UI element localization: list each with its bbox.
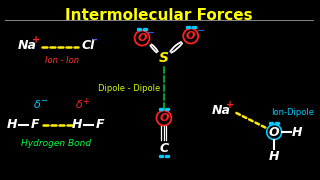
Text: S: S xyxy=(159,51,169,65)
Text: Ion-Dipole: Ion-Dipole xyxy=(272,107,315,116)
Text: H: H xyxy=(269,150,279,163)
Text: O: O xyxy=(137,33,147,43)
Text: Intermolecular Forces: Intermolecular Forces xyxy=(65,8,253,23)
Text: +: + xyxy=(226,100,235,110)
Text: +: + xyxy=(82,96,89,105)
Text: F: F xyxy=(96,118,105,132)
Text: δ: δ xyxy=(34,100,41,110)
Text: F: F xyxy=(30,118,39,132)
Text: Ion - Ion: Ion - Ion xyxy=(44,55,79,64)
Text: Hydrogen Bond: Hydrogen Bond xyxy=(20,138,91,147)
Text: Cl: Cl xyxy=(82,39,95,51)
Text: H: H xyxy=(7,118,17,132)
Text: H: H xyxy=(72,118,83,132)
Text: O: O xyxy=(186,31,196,41)
Text: –: – xyxy=(92,35,97,45)
Text: O: O xyxy=(269,125,279,138)
Text: −: − xyxy=(147,28,155,38)
Text: −: − xyxy=(196,26,205,36)
Text: H: H xyxy=(292,125,302,138)
Text: O: O xyxy=(159,113,169,123)
Text: −: − xyxy=(40,96,47,105)
Text: δ: δ xyxy=(76,100,83,110)
Text: Dipole - Dipole: Dipole - Dipole xyxy=(98,84,160,93)
Text: Na: Na xyxy=(18,39,37,51)
Text: C: C xyxy=(159,141,168,154)
Text: Na: Na xyxy=(212,103,230,116)
Text: +: + xyxy=(32,35,40,45)
